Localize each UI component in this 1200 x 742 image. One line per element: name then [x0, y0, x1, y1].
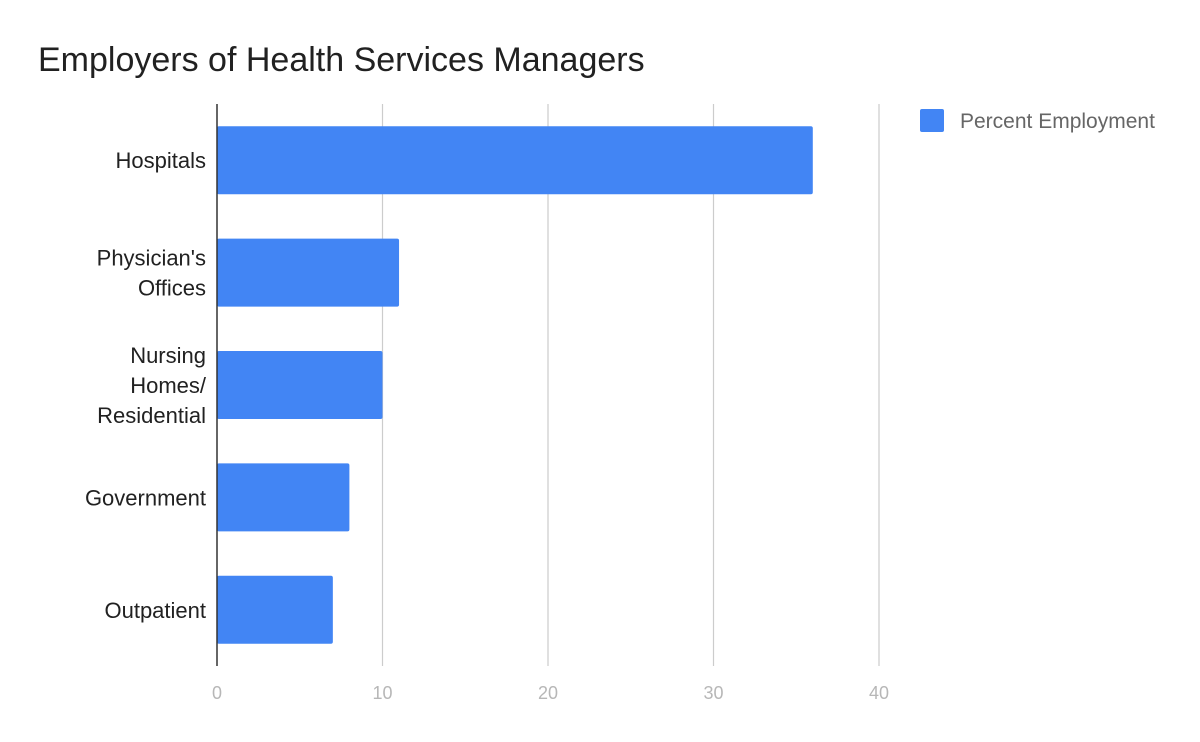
bar [217, 463, 350, 532]
x-tick-label: 20 [538, 683, 558, 703]
category-label: Outpatient [104, 598, 206, 623]
bar [217, 575, 333, 644]
category-label-line: Hospitals [116, 148, 206, 173]
legend: Percent Employment [920, 109, 1155, 133]
bars [217, 126, 813, 644]
x-tick-label: 40 [869, 683, 889, 703]
category-label-line: Residential [97, 403, 206, 428]
category-label-line: Government [85, 485, 206, 510]
category-labels: Hospitals Physician's Offices Nursing Homes/… [85, 148, 207, 623]
category-label-line: Nursing [130, 343, 206, 368]
bar [217, 351, 383, 419]
category-label: Government [85, 485, 206, 510]
legend-label: Percent Employment [960, 110, 1155, 133]
legend-swatch [920, 109, 944, 132]
x-tick-labels: 0 10 20 30 40 [212, 683, 889, 703]
category-label-line: Offices [138, 276, 206, 301]
category-label-line: Physician's [97, 246, 206, 271]
category-label-line: Homes/ [130, 373, 207, 398]
category-label: Hospitals [116, 148, 206, 173]
category-label: Nursing Homes/Residential [97, 343, 207, 428]
x-tick-label: 10 [372, 683, 392, 703]
bar [217, 238, 400, 307]
x-tick-label: 0 [212, 683, 222, 703]
x-tick-label: 30 [703, 683, 723, 703]
category-label-line: Outpatient [104, 598, 206, 623]
chart-title: Employers of Health Services Managers [38, 41, 645, 79]
bar [217, 126, 813, 195]
category-label: Physician's Offices [97, 246, 206, 301]
